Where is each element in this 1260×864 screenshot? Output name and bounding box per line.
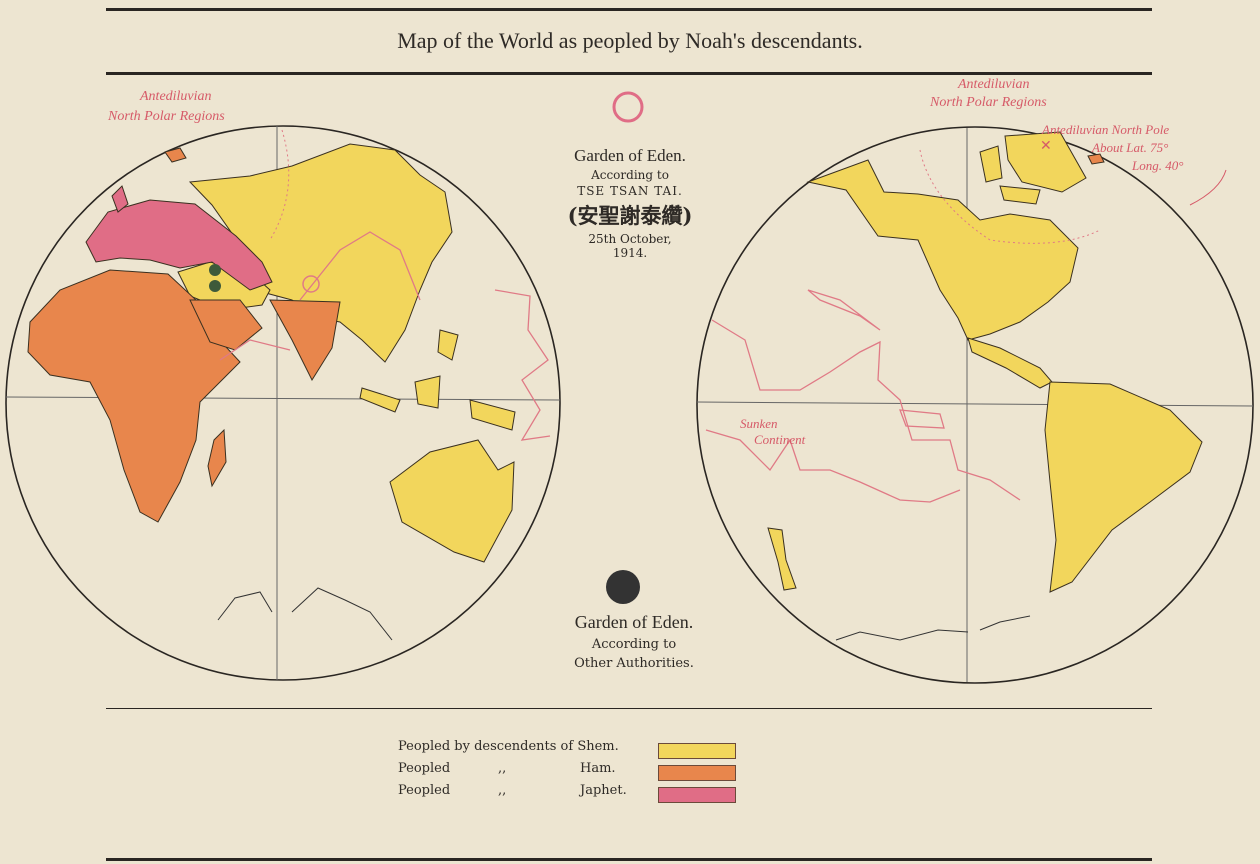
eden-according-to: According to: [591, 168, 669, 182]
legend-label: Peopled: [398, 783, 451, 798]
central-america-shem: [967, 337, 1053, 389]
madagascar-ham: [207, 428, 227, 488]
legend-item-japhet: Peopled ,, Japhet.: [398, 783, 738, 805]
sunken-land-outline-east: [219, 231, 551, 441]
sunken-continent-outline: [705, 289, 1021, 503]
arctic-circle-dotted: [269, 129, 290, 241]
eden-other-authorities: Other Authorities.: [574, 656, 694, 671]
equator-line-west: [696, 401, 1254, 407]
north-america-shem: [806, 159, 1079, 341]
legend-name: Japhet.: [580, 783, 627, 798]
annotation-sunken-1: Sunken: [740, 416, 778, 431]
eden-other-heading: Garden of Eden.: [574, 612, 694, 632]
eden-other-authorities-symbol: [606, 570, 640, 604]
legend-top-rule: [106, 708, 1152, 709]
legend-swatch-shem: [658, 743, 736, 759]
legend-ditto: ,,: [498, 761, 507, 776]
british-isles-japhet: [111, 185, 129, 213]
annotation-pole-3: Long. 40°: [1131, 158, 1183, 173]
top-rule: [106, 8, 1152, 11]
india-ham: [269, 299, 341, 382]
legend-swatch-japhet: [658, 787, 736, 803]
south-america-shem: [1044, 381, 1203, 593]
handwritten-flourish: [1189, 169, 1227, 206]
annotation-right-polar-2: North Polar Regions: [929, 95, 1047, 110]
arctic-circle-dotted-west: [919, 149, 1101, 244]
equator-line: [5, 396, 561, 401]
greenland-shem: [1004, 131, 1087, 193]
map-title: Map of the World as peopled by Noah's de…: [397, 28, 863, 53]
bottom-rule: [106, 858, 1152, 861]
eden-other-marker-2: [209, 280, 221, 292]
eden-marker-on-map: [302, 275, 320, 293]
eden-other-according: According to: [591, 637, 677, 652]
eden-chinese-name: (安聖謝泰纘): [567, 203, 693, 228]
legend-item-shem: Peopled by descendents of Shem.: [398, 739, 738, 761]
north-pole-x-marker: ✕: [1040, 138, 1052, 154]
western-hemisphere: ✕: [696, 126, 1254, 684]
annotation-right-polar-1: Antediluvian: [957, 77, 1030, 92]
legend-name: Ham.: [580, 761, 616, 776]
legend-label: Peopled: [398, 761, 451, 776]
western-hemisphere-outline: [696, 126, 1254, 684]
antarctica-outline-west: [835, 615, 1031, 641]
title-rule: [106, 72, 1152, 75]
legend-label: Peopled by descendents of Shem.: [398, 739, 619, 754]
arctic-islands-shem: [979, 145, 1041, 205]
eden-tse-tsan-tai-symbol: [612, 91, 644, 123]
iceland-ham-west: [1087, 153, 1105, 165]
europe-japhet: [85, 199, 273, 291]
annotation-left-polar-2: North Polar Regions: [107, 109, 225, 124]
eden-heading: Garden of Eden.: [574, 146, 686, 165]
australia-shem: [389, 439, 515, 563]
annotation-sunken-2: Continent: [754, 432, 806, 447]
eden-author: TSE TSAN TAI.: [577, 184, 683, 198]
legend-ditto: ,,: [498, 783, 507, 798]
legend: Peopled by descendents of Shem. Peopled …: [398, 739, 738, 805]
east-indies-shem: [359, 329, 516, 431]
annotation-left-polar-1: Antediluvian: [139, 89, 212, 104]
legend-swatch-ham: [658, 765, 736, 781]
pacific-islands-shem: [767, 527, 797, 591]
annotation-pole-2: About Lat. 75°: [1091, 140, 1168, 155]
antarctica-outline-east: [217, 587, 393, 641]
eden-other-caption: Garden of Eden. According to Other Autho…: [524, 612, 744, 671]
arabia-ham: [189, 299, 263, 351]
eastern-hemisphere: [5, 125, 561, 681]
africa-ham: [27, 269, 241, 523]
iceland-ham: [164, 147, 187, 163]
eden-year: 1914.: [612, 246, 648, 260]
eden-tse-tsan-tai-caption: Garden of Eden. According to TSE TSAN TA…: [520, 146, 740, 260]
legend-item-ham: Peopled ,, Ham.: [398, 761, 738, 783]
eastern-hemisphere-outline: [5, 125, 561, 681]
eden-date: 25th October,: [588, 232, 672, 246]
annotation-pole-1: Antediluvian North Pole: [1041, 122, 1169, 137]
eden-other-marker-1: [209, 264, 221, 276]
